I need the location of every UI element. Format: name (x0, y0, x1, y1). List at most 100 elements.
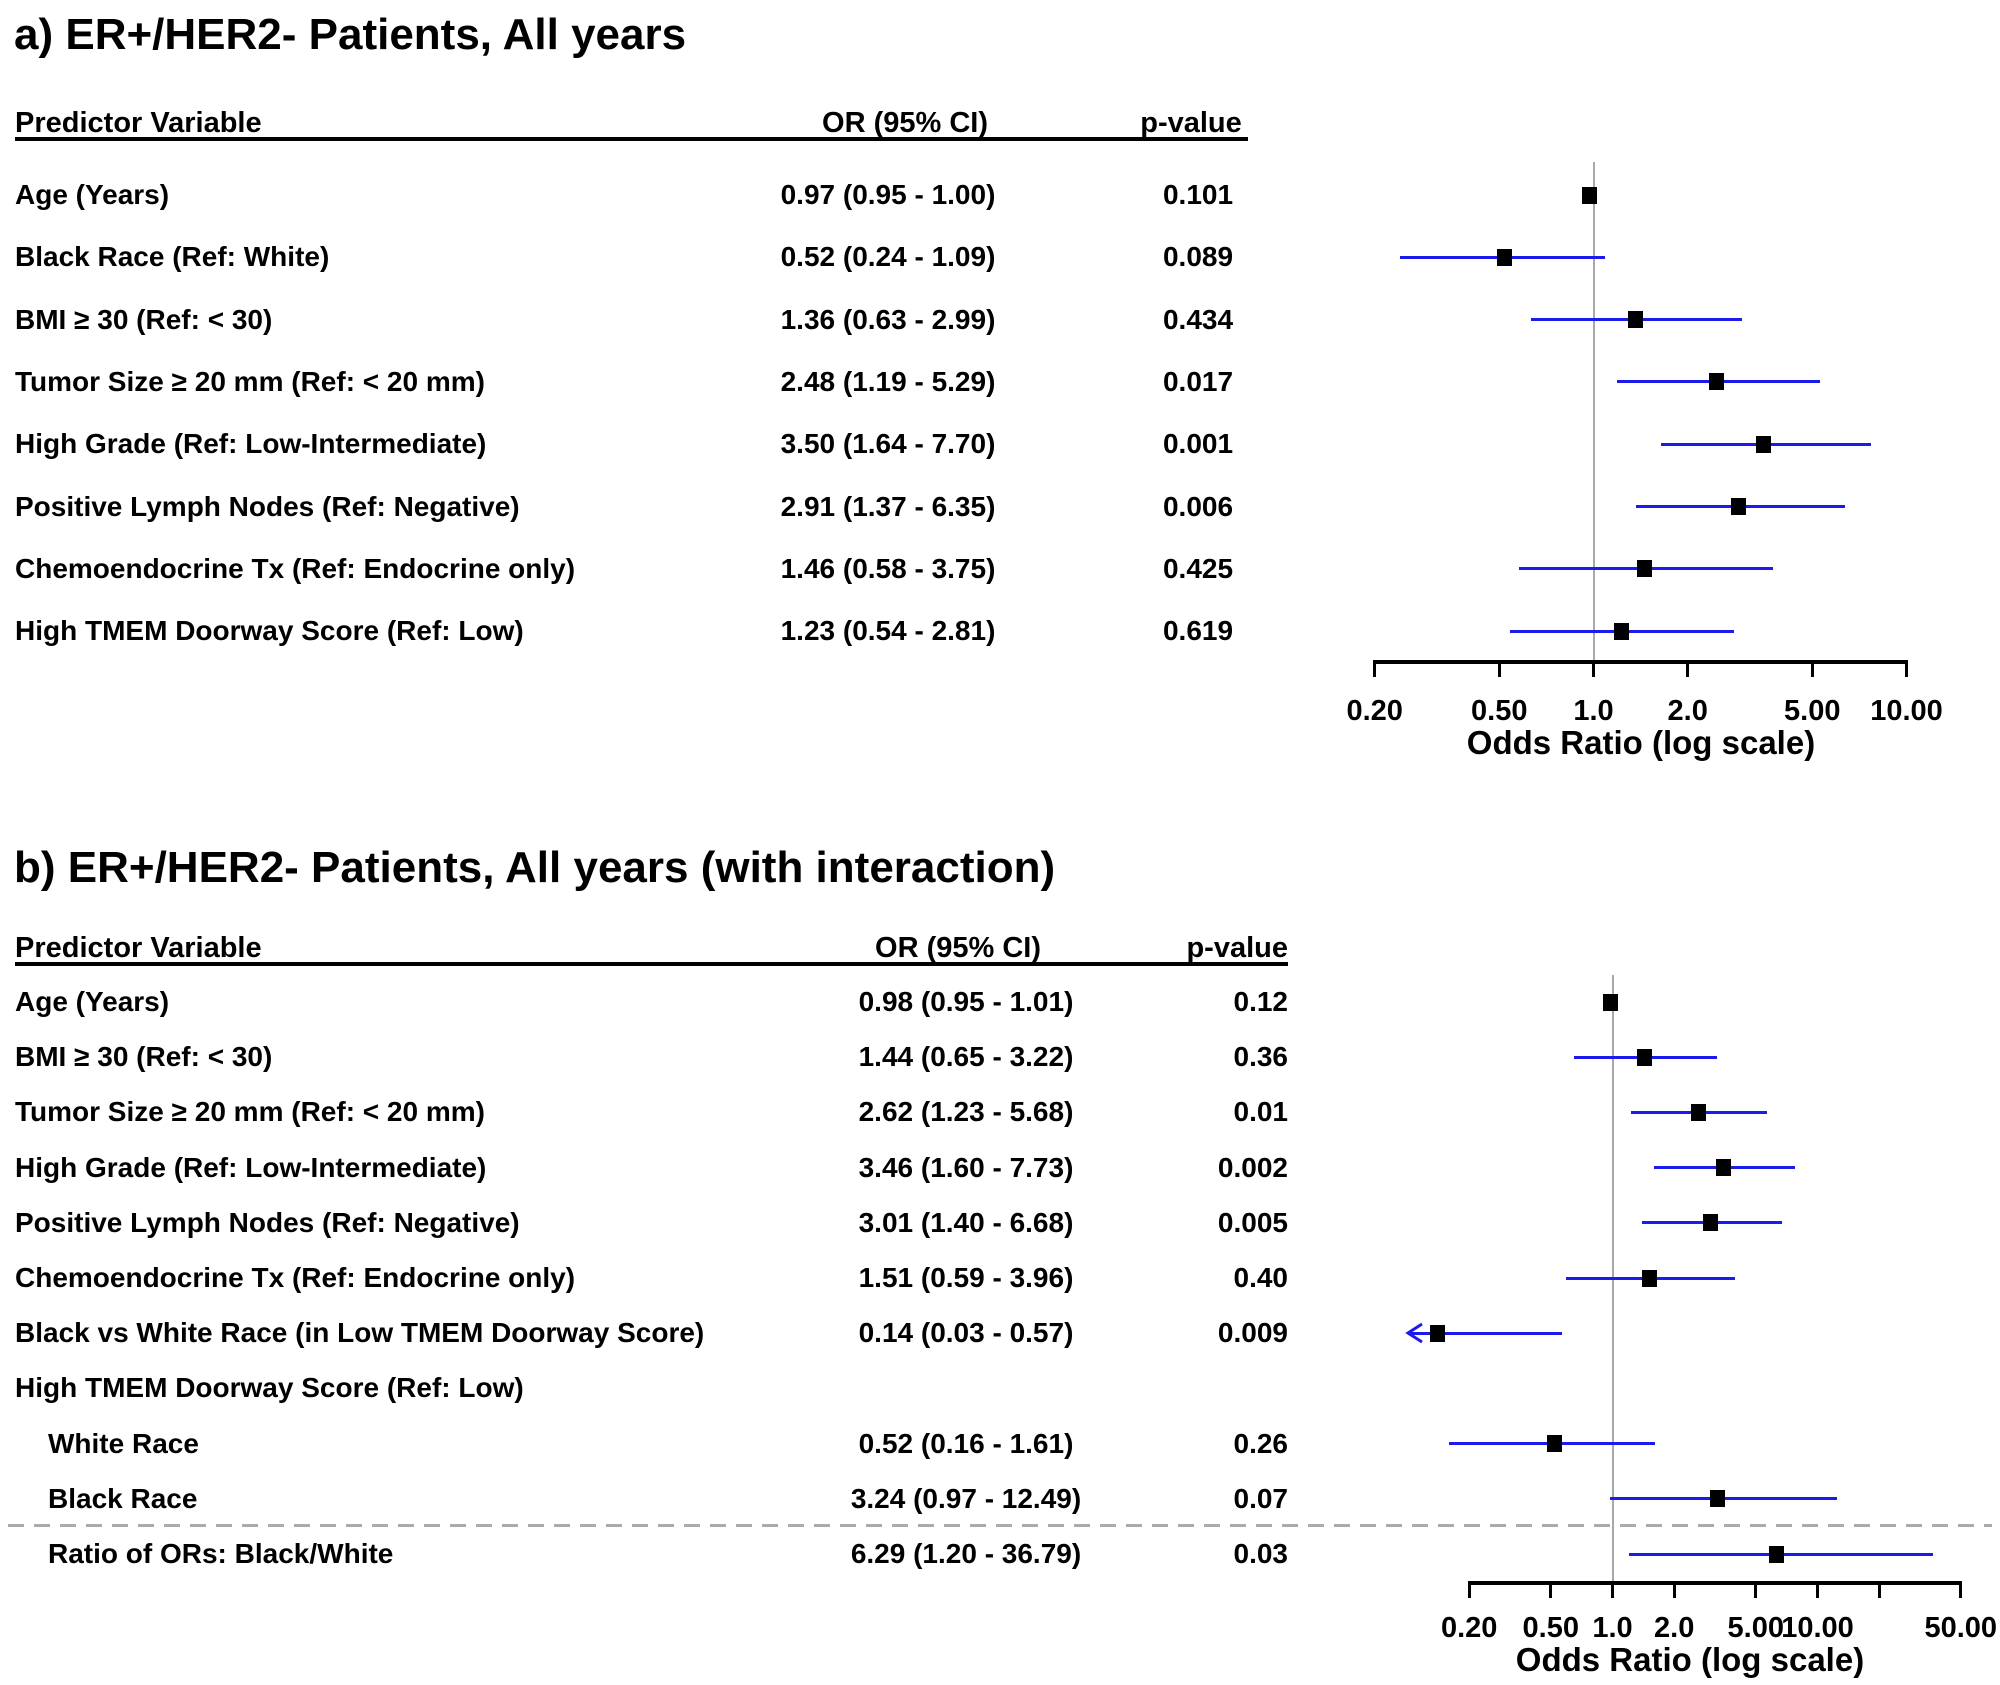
row-or-ci: 1.23 (0.54 - 2.81) (780, 615, 996, 647)
row-label: BMI ≥ 30 (Ref: < 30) (15, 303, 273, 335)
panel-b-title: b) ER+/HER2- Patients, All years (with i… (14, 843, 1056, 892)
panel-b-header-predictor: Predictor Variable (15, 932, 262, 964)
or-marker (1614, 622, 1630, 640)
panel-b-header-or: OR (95% CI) (875, 932, 1041, 964)
row-or-ci: 1.51 (0.59 - 3.96) (858, 1262, 1074, 1293)
x-axis-tick (1686, 660, 1690, 677)
or-marker (1703, 1214, 1719, 1232)
row-or-ci: 2.62 (1.23 - 5.68) (858, 1096, 1074, 1128)
row-or-ci: 2.91 (1.37 - 6.35) (780, 490, 996, 522)
x-axis-tick (1816, 1581, 1819, 1598)
row-or-ci: 3.24 (0.97 - 12.49) (850, 1482, 1082, 1514)
row-p-value: 0.36 (1233, 1041, 1289, 1073)
x-axis-tick (1672, 1581, 1676, 1598)
or-marker (1627, 311, 1643, 329)
x-axis-tick-label: 0.20 (1346, 695, 1403, 727)
x-axis-tick-label: 2.0 (1667, 695, 1708, 727)
row-p-value: 0.006 (1162, 490, 1234, 522)
row-label: Age (Years) (15, 179, 170, 210)
x-axis-line (1373, 660, 1908, 664)
row-label: Age (Years) (15, 986, 170, 1017)
panel-a-title: a) ER+/HER2- Patients, All years (14, 10, 687, 59)
x-axis-tick (1611, 1581, 1614, 1598)
row-or-ci: 1.44 (0.65 - 3.22) (858, 1041, 1074, 1073)
or-marker (1768, 1545, 1784, 1563)
x-axis-tick-label: 5.00 (1784, 695, 1841, 727)
or-marker (1715, 1159, 1731, 1177)
row-label: High Grade (Ref: Low-Intermediate) (15, 428, 487, 460)
row-label: Positive Lymph Nodes (Ref: Negative) (15, 490, 520, 522)
reference-line-or1 (1592, 162, 1595, 660)
row-p-value: 0.619 (1162, 615, 1234, 647)
x-axis-title: Odds Ratio (log scale) (1515, 1641, 1865, 1678)
panel-b-header-underline (15, 962, 1288, 966)
or-marker (1690, 1103, 1706, 1121)
row-label: Black Race (Ref: White) (15, 241, 330, 273)
row-p-value: 0.005 (1217, 1206, 1288, 1238)
x-axis-title: Odds Ratio (log scale) (1466, 724, 1816, 761)
row-label: Positive Lymph Nodes (Ref: Negative) (15, 1206, 520, 1238)
row-or-ci: 0.52 (0.24 - 1.09) (780, 241, 996, 273)
row-or-ci: 0.52 (0.16 - 1.61) (858, 1427, 1074, 1459)
panel-a-header-predictor: Predictor Variable (15, 107, 262, 139)
row-or-ci: 0.14 (0.03 - 0.57) (858, 1317, 1074, 1349)
or-marker (1637, 560, 1653, 578)
row-or-ci: 3.01 (1.40 - 6.68) (858, 1206, 1074, 1238)
or-marker (1497, 248, 1513, 266)
row-p-value: 0.017 (1162, 365, 1234, 397)
row-label: Chemoendocrine Tx (Ref: Endocrine only) (15, 1262, 576, 1293)
row-label: BMI ≥ 30 (Ref: < 30) (15, 1041, 273, 1073)
x-axis-tick-label: 1.0 (1573, 695, 1614, 727)
row-p-value: 0.101 (1162, 179, 1234, 210)
row-p-value: 0.12 (1233, 986, 1289, 1017)
row-or-ci: 1.36 (0.63 - 2.99) (780, 303, 996, 335)
x-axis-tick (1549, 1581, 1553, 1598)
row-label: High Grade (Ref: Low-Intermediate) (15, 1151, 487, 1183)
row-subheading: High TMEM Doorway Score (Ref: Low) (15, 1372, 524, 1404)
x-axis-tick-label: 0.50 (1471, 695, 1528, 727)
x-axis-tick-label: 1.0 (1592, 1612, 1633, 1644)
arrow-left-icon (1404, 1322, 1423, 1344)
x-axis-tick (1754, 1581, 1758, 1598)
row-p-value: 0.26 (1233, 1427, 1289, 1459)
x-axis-tick-label: 50.00 (1924, 1612, 1998, 1644)
row-p-value: 0.07 (1233, 1482, 1289, 1514)
row-label: Tumor Size ≥ 20 mm (Ref: < 20 mm) (15, 1096, 485, 1128)
or-marker (1429, 1324, 1445, 1342)
panel-a-header-underline (15, 137, 1248, 141)
x-axis-tick (1592, 660, 1595, 677)
row-p-value: 0.001 (1162, 428, 1234, 460)
or-marker (1603, 993, 1619, 1011)
row-label: Ratio of ORs: Black/White (48, 1538, 394, 1569)
separator-dashed-line (8, 1524, 1992, 1527)
or-marker (1641, 1269, 1657, 1287)
row-p-value: 0.009 (1217, 1317, 1288, 1349)
row-or-ci: 0.98 (0.95 - 1.01) (858, 986, 1074, 1017)
x-axis-tick-label: 0.50 (1522, 1612, 1580, 1644)
row-or-ci: 2.48 (1.19 - 5.29) (780, 365, 996, 397)
row-label: Tumor Size ≥ 20 mm (Ref: < 20 mm) (15, 365, 485, 397)
x-axis-line (1467, 1581, 1963, 1585)
row-or-ci: 6.29 (1.20 - 36.79) (850, 1538, 1082, 1569)
row-or-ci: 0.97 (0.95 - 1.00) (780, 179, 996, 210)
row-label: Black Race (48, 1482, 198, 1514)
row-label: Chemoendocrine Tx (Ref: Endocrine only) (15, 552, 576, 584)
row-label: White Race (48, 1427, 199, 1459)
x-axis-tick (1810, 660, 1814, 677)
panel-a-header-or: OR (95% CI) (822, 107, 988, 139)
x-axis-tick-label: 0.20 (1440, 1612, 1498, 1644)
x-axis-tick (1467, 1581, 1471, 1598)
x-axis-tick (1877, 1581, 1881, 1598)
or-marker (1637, 1048, 1653, 1066)
x-axis-tick-label: 2.0 (1654, 1612, 1695, 1644)
row-or-ci: 3.46 (1.60 - 7.73) (858, 1151, 1074, 1183)
x-axis-tick (1959, 1581, 1963, 1598)
row-label: High TMEM Doorway Score (Ref: Low) (15, 615, 524, 647)
or-marker (1581, 186, 1597, 204)
ci-line (1407, 1331, 1563, 1335)
row-p-value: 0.002 (1217, 1151, 1288, 1183)
row-or-ci: 3.50 (1.64 - 7.70) (780, 428, 996, 460)
